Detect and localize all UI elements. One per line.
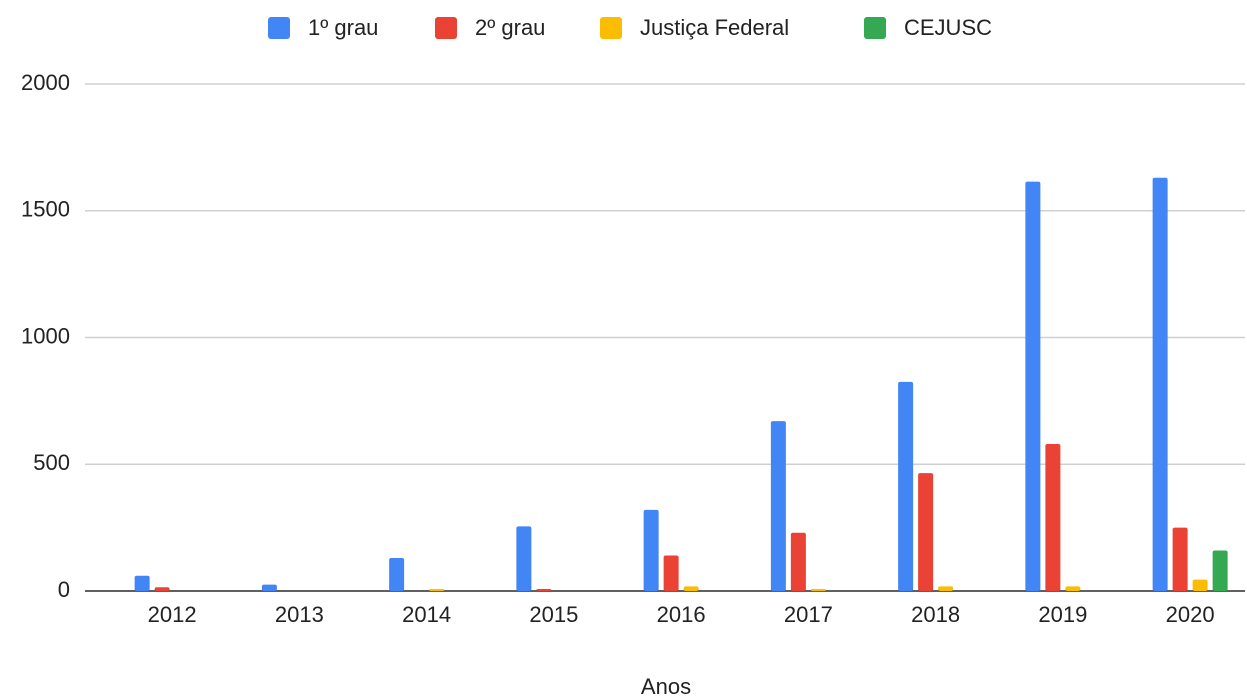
bar [1212, 550, 1228, 591]
bar [810, 588, 826, 591]
bar [790, 532, 806, 591]
bar [261, 584, 277, 591]
bar [898, 381, 914, 591]
legend-swatch [600, 17, 622, 39]
legend-label: CEJUSC [904, 15, 992, 40]
bar [1152, 177, 1168, 592]
legend-label: Justiça Federal [640, 15, 789, 40]
bar [429, 588, 445, 591]
bar [1025, 181, 1041, 591]
legend-swatch [435, 17, 457, 39]
bar [643, 509, 659, 591]
x-tick-label: 2014 [402, 602, 451, 627]
legend-label: 1º grau [308, 15, 378, 40]
bar [770, 421, 786, 591]
y-tick-label: 2000 [21, 70, 70, 95]
x-tick-label: 2016 [657, 602, 706, 627]
bar [134, 575, 150, 591]
bar [938, 586, 954, 591]
bar [663, 555, 679, 591]
bar [1065, 586, 1081, 591]
bar [536, 588, 552, 591]
x-tick-label: 2015 [529, 602, 578, 627]
x-tick-label: 2020 [1166, 602, 1215, 627]
bar [683, 586, 699, 591]
x-tick-label: 2018 [911, 602, 960, 627]
bar [1045, 443, 1061, 591]
bar [516, 526, 532, 591]
legend-swatch [864, 17, 886, 39]
y-tick-label: 1500 [21, 197, 70, 222]
legend-label: 2º grau [475, 15, 545, 40]
x-tick-label: 2013 [275, 602, 324, 627]
legend-swatch [268, 17, 290, 39]
x-tick-label: 2012 [148, 602, 197, 627]
x-tick-label: 2019 [1038, 602, 1087, 627]
x-axis-title: Anos [641, 674, 691, 699]
y-tick-label: 500 [33, 450, 70, 475]
bar [1192, 579, 1208, 591]
bar [389, 558, 405, 591]
bar [918, 473, 934, 591]
y-tick-label: 1000 [21, 323, 70, 348]
y-tick-label: 0 [58, 577, 70, 602]
x-tick-label: 2017 [784, 602, 833, 627]
bar [154, 587, 170, 591]
bar [1172, 527, 1188, 591]
